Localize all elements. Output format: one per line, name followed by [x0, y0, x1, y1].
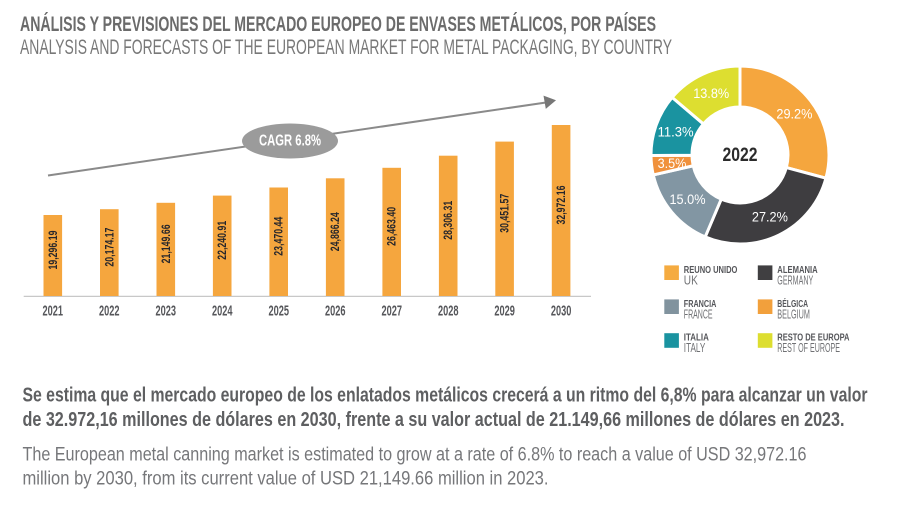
svg-text:27.2%: 27.2%	[752, 209, 788, 225]
svg-text:GERMANY: GERMANY	[777, 272, 813, 287]
svg-text:11.3%: 11.3%	[658, 124, 694, 140]
svg-text:32,972.16: 32,972.16	[554, 185, 568, 224]
svg-text:24,866.24: 24,866.24	[328, 212, 342, 251]
svg-text:CAGR 6.8%: CAGR 6.8%	[259, 133, 321, 150]
svg-text:FRANCE: FRANCE	[684, 306, 713, 321]
svg-text:2021: 2021	[43, 304, 64, 320]
svg-text:30,451.57: 30,451.57	[498, 194, 512, 233]
svg-text:The European metal canning mar: The European metal canning market is est…	[23, 444, 807, 466]
svg-text:26,463.40: 26,463.40	[385, 207, 399, 246]
svg-text:UK: UK	[684, 272, 698, 287]
svg-text:BELGIUM: BELGIUM	[777, 306, 810, 321]
svg-text:2027: 2027	[381, 304, 402, 320]
svg-text:ITALY: ITALY	[684, 340, 706, 355]
svg-text:2024: 2024	[212, 304, 233, 320]
svg-text:2022: 2022	[723, 144, 758, 166]
svg-text:28,306.31: 28,306.31	[441, 201, 455, 240]
svg-text:29.2%: 29.2%	[776, 105, 812, 121]
svg-text:RESTO DE EUROPA: RESTO DE EUROPA	[777, 333, 849, 344]
svg-text:2030: 2030	[551, 304, 572, 320]
svg-text:ITALIA: ITALIA	[684, 333, 709, 344]
svg-text:ANALYSIS AND FORECASTS OF THE: ANALYSIS AND FORECASTS OF THE EUROPEAN M…	[20, 36, 672, 59]
svg-text:2028: 2028	[438, 304, 459, 320]
svg-text:23,470.44: 23,470.44	[272, 216, 286, 255]
svg-text:21,149.66: 21,149.66	[159, 224, 173, 263]
svg-text:2025: 2025	[268, 304, 289, 320]
svg-text:15.0%: 15.0%	[670, 191, 706, 207]
svg-text:REUNO UNIDO: REUNO UNIDO	[684, 265, 738, 276]
svg-text:2029: 2029	[494, 304, 515, 320]
svg-text:million by 2030, from its curr: million by 2030, from its current value …	[23, 468, 549, 490]
svg-text:19,296.19: 19,296.19	[46, 230, 60, 269]
svg-text:Se estima que el mercado europ: Se estima que el mercado europeo de los …	[23, 384, 868, 407]
svg-text:3.5%: 3.5%	[658, 155, 687, 171]
svg-text:13.8%: 13.8%	[693, 85, 729, 101]
svg-text:de 32.972,16 millones de dólar: de 32.972,16 millones de dólares en 2030…	[23, 408, 845, 431]
svg-text:22,240.91: 22,240.91	[215, 221, 229, 260]
svg-text:ALEMANIA: ALEMANIA	[777, 265, 817, 276]
svg-text:2026: 2026	[325, 304, 346, 320]
svg-text:2022: 2022	[99, 304, 120, 320]
svg-text:20,174.17: 20,174.17	[102, 227, 116, 266]
svg-text:BÉLGICA: BÉLGICA	[777, 298, 808, 310]
svg-text:REST OF EUROPE: REST OF EUROPE	[777, 340, 840, 355]
svg-text:2023: 2023	[156, 304, 177, 320]
svg-text:ANÁLISIS Y PREVISIONES DEL MER: ANÁLISIS Y PREVISIONES DEL MERCADO EUROP…	[20, 13, 656, 36]
svg-text:FRANCIA: FRANCIA	[684, 299, 717, 310]
